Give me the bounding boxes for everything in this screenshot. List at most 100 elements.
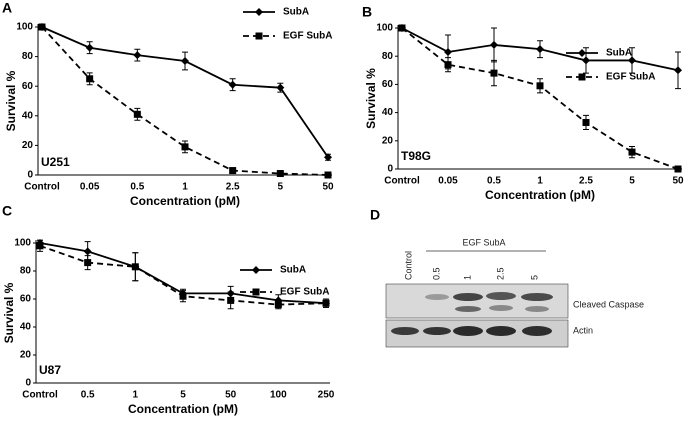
y-tick-label: 20 — [20, 350, 32, 361]
legend-label: SubA — [280, 265, 306, 276]
y-tick-label: 100 — [14, 238, 31, 249]
marker — [490, 69, 498, 77]
series-line — [41, 26, 329, 158]
y-tick-label: 60 — [20, 294, 32, 305]
marker — [181, 57, 189, 66]
marker — [578, 49, 586, 57]
x-tick-label: 2.5 — [226, 182, 240, 193]
x-tick-label: 50 — [672, 176, 684, 187]
marker — [324, 153, 332, 162]
legend-label: EGF SubA — [283, 31, 332, 42]
y-tick-label: 20 — [382, 135, 394, 146]
band — [486, 326, 516, 336]
marker — [131, 263, 139, 271]
chart: 0 20 40 60 80 100 Control 0.5 1 5 50 100 250 Concentr… — [2, 203, 335, 416]
y-tick-label: 80 — [22, 51, 34, 62]
legend-label: EGF SubA — [280, 287, 329, 298]
marker — [674, 165, 682, 173]
legend-label: EGF SubA — [606, 72, 655, 83]
western-blot: D EGF SubA Control 0.5 1 2.5 5 Cleaved C… — [370, 207, 644, 348]
y-tick-label: 40 — [22, 110, 34, 121]
x-tick-label: Control — [384, 176, 420, 187]
marker — [133, 51, 142, 60]
marker — [255, 8, 263, 16]
panel-label: C — [2, 203, 12, 219]
y-tick-label: 100 — [376, 23, 393, 34]
lane-label: 5 — [529, 275, 539, 280]
marker — [398, 24, 406, 32]
marker — [85, 43, 94, 52]
y-tick-label: 20 — [22, 140, 34, 151]
band-label: Cleaved Caspase — [573, 299, 644, 309]
x-tick-label: 0.05 — [80, 182, 100, 193]
y-tick-label: 100 — [16, 22, 33, 33]
y-tick-label: 80 — [20, 266, 32, 277]
marker — [36, 242, 44, 250]
marker — [628, 148, 636, 156]
x-tick-label: Control — [22, 390, 58, 401]
y-axis-title: Survival % — [4, 70, 18, 131]
marker — [38, 23, 46, 31]
marker — [133, 110, 141, 118]
x-tick-label: 50 — [322, 182, 334, 193]
y-tick-label: 0 — [27, 170, 33, 181]
marker — [83, 247, 92, 256]
lane-label: 2.5 — [495, 267, 505, 280]
y-tick-label: 40 — [20, 322, 32, 333]
marker — [674, 66, 682, 75]
marker — [324, 171, 332, 179]
marker — [444, 61, 452, 69]
blot-strip — [385, 283, 569, 319]
marker — [578, 73, 586, 81]
marker — [229, 167, 237, 175]
marker — [536, 82, 544, 90]
x-tick-label: 5 — [180, 390, 186, 401]
x-tick-label: 0.05 — [438, 176, 458, 187]
x-tick-label: 50 — [225, 390, 237, 401]
marker — [179, 292, 187, 300]
chart: 0 20 40 60 80 100 Control 0.05 0.5 1 2.5 5 50 Concent… — [2, 0, 334, 208]
x-tick-label: 1 — [537, 176, 543, 187]
x-tick-label: 0.5 — [81, 390, 95, 401]
x-tick-label: 5 — [278, 182, 284, 193]
y-tick-label: 80 — [382, 51, 394, 62]
x-tick-label: 1 — [133, 390, 139, 401]
x-tick-label: 2.5 — [579, 176, 593, 187]
x-axis-title: Concentration (pM) — [128, 402, 238, 416]
marker — [252, 266, 260, 274]
band — [453, 326, 483, 336]
annotation: U87 — [39, 363, 61, 377]
panel-label: B — [362, 4, 372, 20]
legend-label: SubA — [606, 48, 632, 59]
group-label: EGF SubA — [462, 237, 505, 247]
marker — [84, 259, 92, 267]
x-axis-title: Concentration (pM) — [485, 188, 595, 202]
band — [521, 293, 553, 301]
band — [423, 327, 451, 335]
y-tick-label: 0 — [25, 378, 31, 389]
x-tick-label: Control — [24, 182, 60, 193]
band — [425, 294, 449, 300]
marker — [86, 75, 94, 83]
x-tick-label: 0.5 — [130, 182, 144, 193]
x-tick-label: 1 — [182, 182, 188, 193]
marker — [181, 143, 189, 151]
marker — [255, 32, 263, 40]
annotation: T98G — [401, 149, 431, 163]
marker — [444, 47, 452, 56]
marker — [227, 296, 235, 304]
panel-label: D — [370, 207, 380, 223]
band — [489, 305, 513, 311]
chart: 0 20 40 60 80 100 Control 0.05 0.5 1 2.5 5 50 Concent… — [362, 4, 684, 202]
band — [522, 326, 552, 336]
lane-label: 0.5 — [431, 267, 441, 280]
band — [455, 306, 481, 312]
marker — [276, 170, 284, 178]
marker — [490, 40, 498, 49]
y-axis-title: Survival % — [2, 282, 16, 343]
marker — [228, 80, 237, 89]
marker — [536, 45, 544, 54]
band — [453, 293, 483, 301]
marker — [582, 56, 590, 65]
